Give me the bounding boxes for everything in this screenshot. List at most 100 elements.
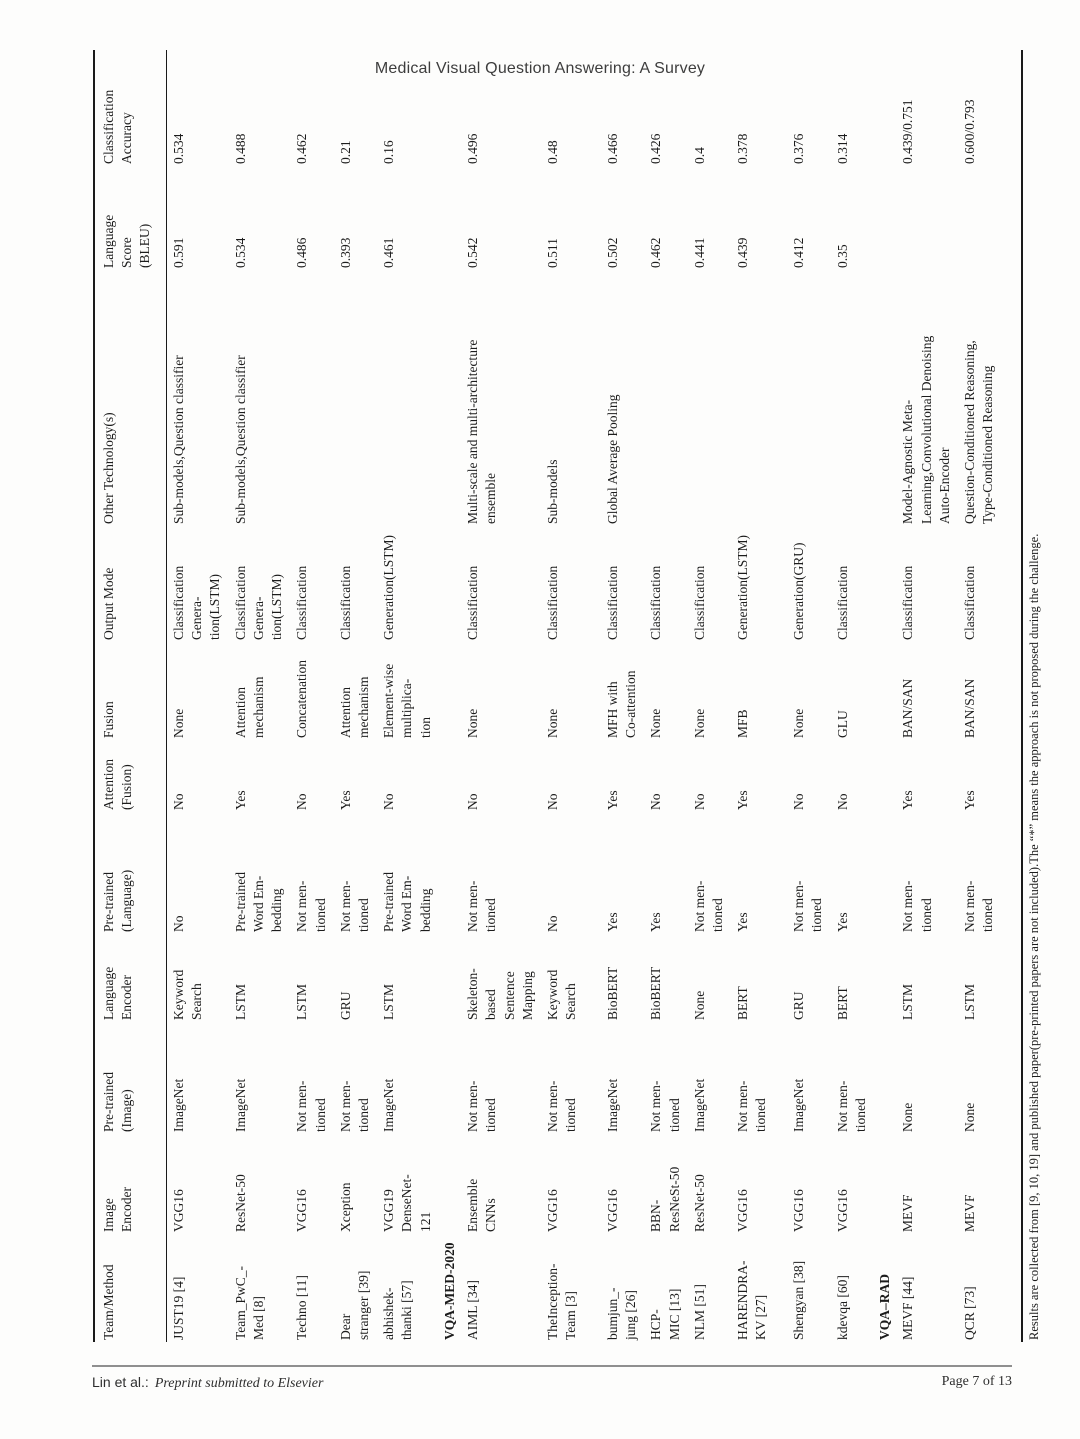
table-cell: No (465, 793, 481, 811)
table-cell: MEVF [44] (900, 1276, 916, 1340)
table-row: abhishek- thanki [57] VGG19 DenseNet- 121… (377, 50, 439, 1342)
table-cell: LSTM (900, 983, 916, 1020)
table-cell: None (691, 990, 707, 1020)
table-cell: VGG16 (791, 1189, 807, 1232)
table-row: kdevqa [60] VGG16 Not men- tioned BERT Yes No… (831, 50, 874, 1342)
table-cell: VGG16 (294, 1189, 310, 1232)
table-cell: VGG16 (834, 1189, 850, 1232)
table-cell: TheInception- Team [3] (544, 1263, 579, 1340)
table-cell: Pre-trained Word Em- bedding (381, 872, 433, 932)
table-cell: None (958, 1022, 1022, 1134)
table-cell: 0.439 (735, 237, 751, 268)
table-cell: MEVF (958, 1134, 1022, 1234)
table-cell: 0.16 (381, 140, 397, 164)
table-row: Team_PwC_- Med [8] ResNet-50 ImageNet LSTM P… (229, 50, 291, 1342)
table-cell: BAN/SAN (958, 642, 1022, 740)
table-cell: None (791, 708, 807, 738)
table-row: HCP- MIC [13] BBN- ResNeSt-50 Not men- tio… (644, 50, 687, 1342)
table-cell: None (465, 708, 481, 738)
table-cell (958, 166, 1022, 270)
table-cell: Xception (337, 1182, 353, 1233)
table-cell: Classification (900, 565, 916, 640)
table-cell: Classification (834, 565, 850, 640)
table-cell: Not men- tioned (648, 1080, 682, 1132)
table-cell: 0.502 (604, 237, 620, 268)
table-cell: No (171, 793, 186, 811)
column-header: Image Encoder (94, 1134, 167, 1234)
table-cell (831, 270, 874, 526)
table-cell: No (544, 915, 560, 933)
table-cell: ImageNet (232, 1078, 248, 1132)
table-cell: Not men- tioned (834, 1080, 868, 1132)
table-cell: 0.462 (648, 237, 664, 268)
table-cell: ImageNet (791, 1078, 807, 1132)
column-header: Pre-trained (Image) (94, 1022, 167, 1134)
table-cell: Attention mechanism (337, 676, 371, 738)
table-cell: No (294, 793, 310, 811)
table-cell: LSTM (232, 983, 248, 1020)
table-cell: 0.35 (834, 244, 850, 268)
table-body: JUST19 [4] VGG16 ImageNet Keyword Search No N… (167, 50, 1022, 1342)
table-cell: 0.462 (294, 133, 310, 164)
table-cell: 0.376 (791, 133, 807, 164)
table-cell: 0.439/0.751 (900, 99, 916, 164)
table-cell: Not men- tioned (958, 812, 1022, 934)
table-cell: VGG16 (604, 1189, 620, 1232)
table-cell: 0.534 (232, 237, 248, 268)
table-cell: Sub-models,Question classifier (171, 355, 186, 524)
table-cell: Shengyan [38] (791, 1260, 807, 1340)
table-cell: Yes (735, 790, 751, 810)
table-cell (731, 270, 787, 526)
table-row: NLM [51] ResNet-50 ImageNet None Not men- ti… (688, 50, 731, 1342)
table-cell (334, 270, 377, 526)
table-cell: Not men- tioned (900, 880, 934, 932)
footer-note: Preprint submitted to Elsevier (154, 1376, 324, 1391)
table-cell: HARENDRA- KV [27] (735, 1260, 769, 1341)
table-cell: HCP- MIC [13] (648, 1288, 682, 1340)
table-cell: BAN/SAN (900, 678, 916, 738)
table-cell: Yes (648, 912, 664, 932)
table-cell: ImageNet (381, 1078, 397, 1132)
table-cell: Not men- tioned (735, 1080, 769, 1132)
table-cell: Not men- tioned (691, 880, 726, 932)
table-cell: Classification (691, 565, 707, 640)
column-header: Classification Accuracy (94, 50, 167, 166)
table-cell: Sub-models,Question classifier (232, 355, 248, 524)
table-cell: Classification Genera- tion(LSTM) (171, 565, 223, 640)
table-cell: MEVF (900, 1194, 916, 1232)
table-cell: VGG19 DenseNet- 121 (381, 1174, 433, 1232)
footer-rule (92, 1365, 1012, 1367)
table-cell: 0.466 (604, 133, 620, 164)
column-header: Fusion (94, 642, 167, 740)
table-cell: VGG16 (735, 1189, 751, 1232)
table-cell: QCR [73] (958, 1234, 1022, 1342)
table-cell: 0.393 (337, 237, 353, 268)
table-cell (896, 166, 958, 270)
table-row: HARENDRA- KV [27] VGG16 Not men- tioned BER… (731, 50, 787, 1342)
table-cell: Yes (604, 790, 620, 810)
table-cell: Generation(LSTM) (381, 535, 397, 640)
table-cell: Not men- tioned (294, 1080, 328, 1132)
table-cell: Global Average Pooling (604, 394, 620, 524)
table-cell (644, 270, 687, 526)
table-cell: Classification (465, 565, 481, 640)
table-cell: Classification Genera- tion(LSTM) (232, 565, 285, 640)
results-table: Team/Method Image Encoder Pre-trained (Ima… (93, 50, 1023, 1342)
table-cell: Dear stranger [39] (337, 1270, 371, 1340)
section-row: VQA–RAD (874, 50, 896, 1342)
table-cell (787, 270, 830, 526)
table-cell: Not men- tioned (294, 880, 328, 932)
table-cell: 0.426 (648, 133, 664, 164)
table-cell: 0.378 (735, 133, 751, 164)
page-footer: Lin et al.: Preprint submitted to Elsevie… (92, 1374, 1012, 1392)
table-cell: AIML [34] (465, 1280, 481, 1340)
table-cell: Yes (900, 790, 916, 810)
table-cell: Not men- tioned (337, 880, 371, 932)
table-cell: 0.542 (465, 237, 481, 268)
table-cell: 0.496 (465, 133, 481, 164)
table-cell: 0.511 (544, 238, 560, 268)
table-cell (377, 270, 439, 526)
table-cell: Yes (337, 790, 353, 810)
table-cell: Attention mechanism (232, 676, 266, 738)
table-cell: Classification (337, 565, 353, 640)
